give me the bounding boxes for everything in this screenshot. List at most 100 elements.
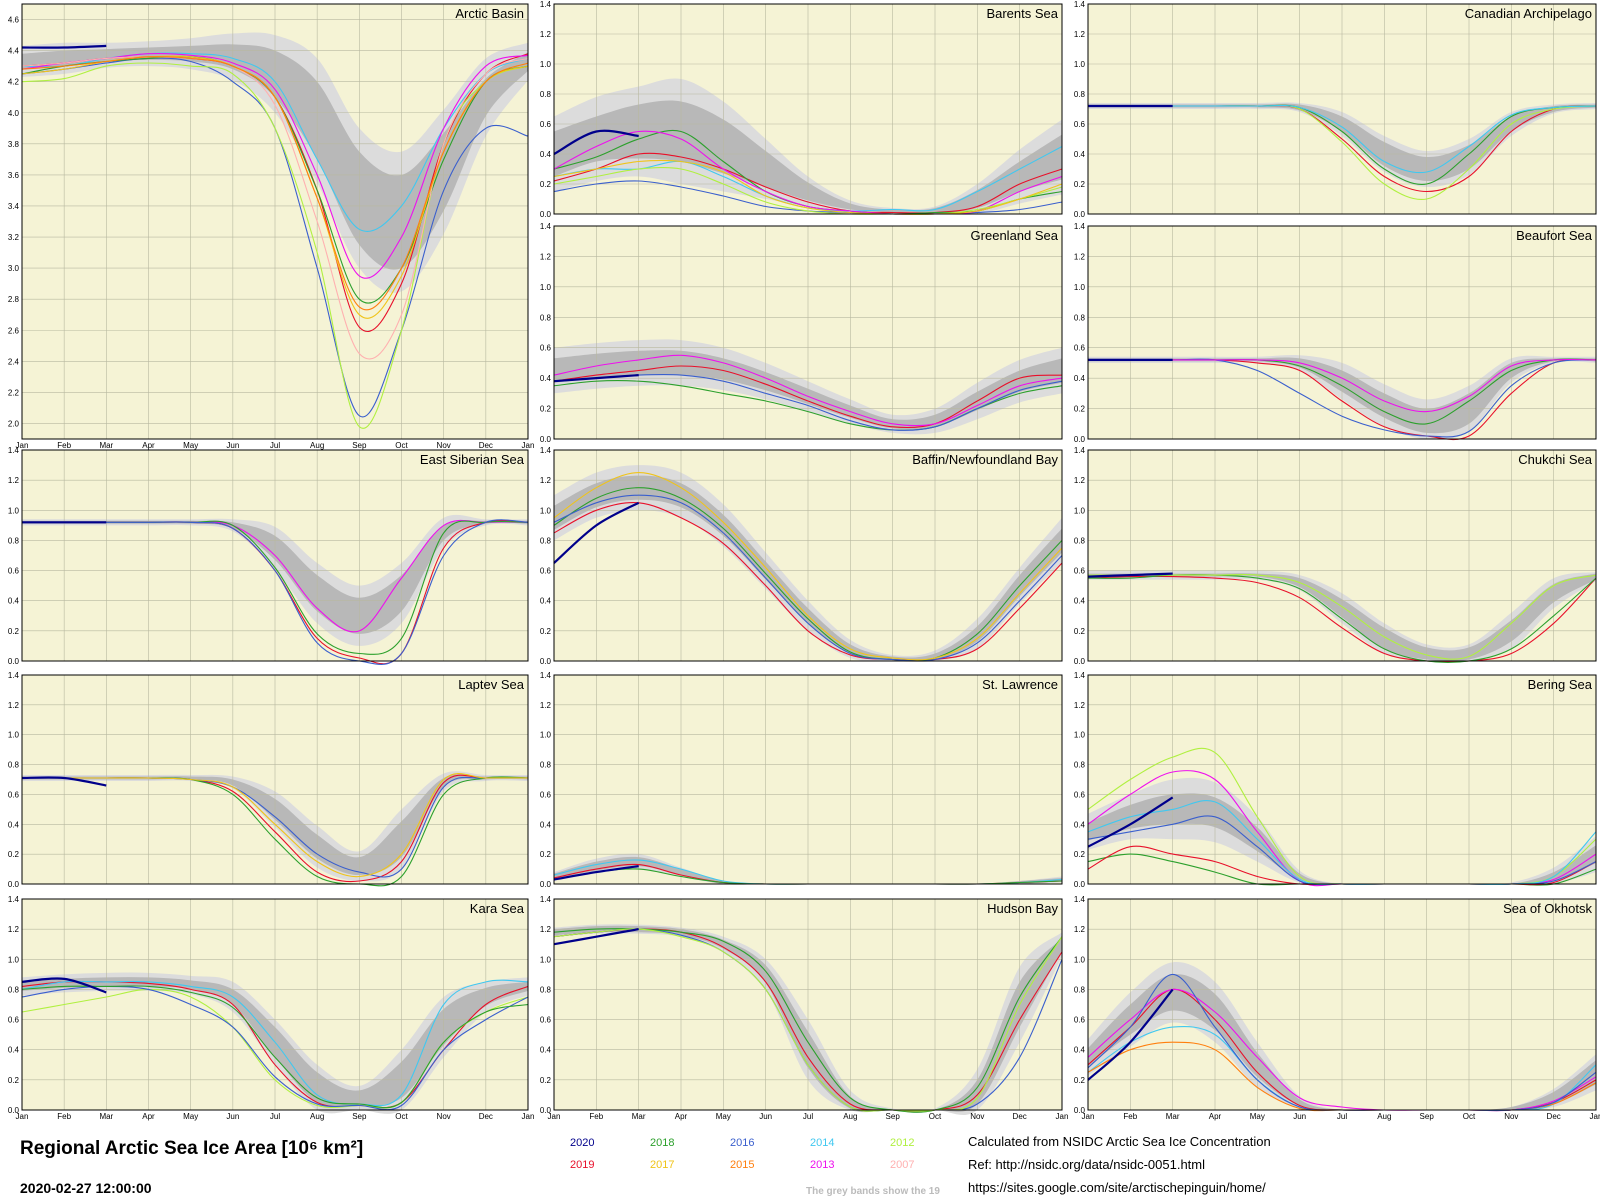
x-tick-label: Oct xyxy=(1463,1112,1476,1121)
y-tick-label: 1.0 xyxy=(540,731,552,740)
panel-title: Greenland Sea xyxy=(971,228,1059,243)
x-tick-label: Jun xyxy=(759,1112,772,1121)
y-tick-label: 0.8 xyxy=(1074,536,1086,545)
plot-frame xyxy=(553,674,1063,885)
y-tick-label: 0.2 xyxy=(1074,627,1086,636)
y-tick-label: 1.4 xyxy=(540,0,552,9)
y-tick-label: 0.2 xyxy=(540,180,552,189)
y-tick-label: 1.0 xyxy=(1074,506,1086,515)
series-line-2018 xyxy=(553,487,1063,662)
x-tick-label: Jan xyxy=(16,1112,29,1121)
series-line-2019 xyxy=(1087,575,1597,663)
panel-laptev-sea: 0.0 0.2 0.4 0.6 0.8 1.0 1.2 1.4 Laptev Sea xyxy=(8,671,529,889)
legend-item-2007: 2007 xyxy=(890,1159,915,1171)
x-tick-label: Aug xyxy=(310,1112,324,1121)
y-tick-label: 0.2 xyxy=(540,627,552,636)
y-tick-label: 0.0 xyxy=(1074,435,1086,444)
series-line-2020 xyxy=(21,44,107,49)
credit-ref-link[interactable]: Ref: http://nsidc.org/data/nsidc-0051.ht… xyxy=(968,1157,1206,1172)
x-tick-label: May xyxy=(183,441,198,450)
y-tick-label: 1.0 xyxy=(1074,955,1086,964)
series-line-2016 xyxy=(21,519,529,666)
x-tick-label: Mar xyxy=(1166,1112,1180,1121)
x-tick-label: Jun xyxy=(226,1112,239,1121)
x-tick-label: Jan xyxy=(548,1112,561,1121)
y-tick-label: 0.2 xyxy=(1074,180,1086,189)
panel-title: Bering Sea xyxy=(1528,677,1593,692)
panel-arctic-basin: 2.0 2.2 2.4 2.6 2.8 3.0 3.2 3.4 3.6 3.8 4.0 4.2 4.4 4… xyxy=(8,3,534,450)
y-tick-label: 0.8 xyxy=(540,313,552,322)
y-tick-label: 0.4 xyxy=(8,1046,20,1055)
series-line-2020 xyxy=(21,776,107,787)
series-line-2013 xyxy=(553,354,1063,427)
y-tick-label: 0.0 xyxy=(540,210,552,219)
y-tick-label: 0.0 xyxy=(540,880,552,889)
y-tick-label: 0.4 xyxy=(540,597,552,606)
y-tick-label: 0.4 xyxy=(540,820,552,829)
x-tick-label: Mar xyxy=(632,1112,646,1121)
plot-frame xyxy=(21,674,529,885)
panel-sea-of-okhotsk: 0.0 0.2 0.4 0.6 0.8 1.0 1.2 1.4 Sea of Okhotsk Ja… xyxy=(1074,895,1600,1121)
panel-title: East Siberian Sea xyxy=(420,452,525,467)
x-tick-label: May xyxy=(716,1112,731,1121)
y-tick-label: 0.0 xyxy=(8,1106,20,1115)
series-line-2020 xyxy=(553,865,639,881)
x-tick-label: Aug xyxy=(1377,1112,1391,1121)
y-tick-label: 0.4 xyxy=(540,150,552,159)
y-tick-label: 4.0 xyxy=(8,109,20,118)
x-tick-label: Feb xyxy=(1123,1112,1137,1121)
plot-frame xyxy=(553,3,1063,215)
figure-date: 2020-02-27 12:00:00 xyxy=(20,1180,152,1196)
series-line-2014 xyxy=(21,979,529,1107)
y-tick-label: 3.4 xyxy=(8,202,20,211)
credit-site-link[interactable]: https://sites.google.com/site/arctischep… xyxy=(968,1180,1266,1195)
plot-frame xyxy=(553,449,1063,662)
y-tick-label: 1.0 xyxy=(1074,731,1086,740)
panel-title: Beaufort Sea xyxy=(1516,228,1593,243)
y-tick-label: 0.0 xyxy=(8,657,20,666)
x-tick-label: Feb xyxy=(57,441,71,450)
series-line-2020 xyxy=(553,129,639,155)
panel-title: Hudson Bay xyxy=(987,901,1058,916)
y-tick-label: 1.2 xyxy=(8,701,20,710)
y-tick-label: 1.4 xyxy=(1074,222,1086,231)
panel-title: Chukchi Sea xyxy=(1518,452,1592,467)
y-tick-label: 3.6 xyxy=(8,171,20,180)
panel-kara-sea: 0.0 0.2 0.4 0.6 0.8 1.0 1.2 1.4 Kara Sea Jan Feb Ma… xyxy=(8,895,535,1121)
x-tick-label: Jul xyxy=(1337,1112,1347,1121)
panel-title: Sea of Okhotsk xyxy=(1503,901,1592,916)
x-tick-label: Dec xyxy=(479,1112,493,1121)
panel-greenland-sea: 0.0 0.2 0.4 0.6 0.8 1.0 1.2 1.4 Greenland Sea xyxy=(540,222,1063,444)
series-line-2016 xyxy=(21,57,529,418)
x-tick-label: Nov xyxy=(970,1112,984,1121)
y-tick-label: 0.8 xyxy=(8,985,20,994)
panel-title: St. Lawrence xyxy=(982,677,1058,692)
x-tick-label: Jan xyxy=(1082,1112,1095,1121)
x-tick-label: Sep xyxy=(886,1112,901,1121)
x-tick-label: Apr xyxy=(142,441,155,450)
y-tick-label: 2.0 xyxy=(8,419,20,428)
plot-frame xyxy=(1087,3,1597,215)
y-tick-label: 0.6 xyxy=(540,344,552,353)
y-tick-label: 1.0 xyxy=(540,506,552,515)
y-tick-label: 1.2 xyxy=(1074,476,1086,485)
legend-item-2018: 2018 xyxy=(650,1137,675,1149)
panel-canadian-archipelago: 0.0 0.2 0.4 0.6 0.8 1.0 1.2 1.4 Canadian Archipe… xyxy=(1074,0,1597,219)
y-tick-label: 0.4 xyxy=(8,820,20,829)
y-tick-label: 0.6 xyxy=(1074,344,1086,353)
figure-title: Regional Arctic Sea Ice Area [10⁶ km²] xyxy=(20,1138,364,1159)
y-tick-label: 0.6 xyxy=(540,567,552,576)
panel-beaufort-sea: 0.0 0.2 0.4 0.6 0.8 1.0 1.2 1.4 Beaufort Sea xyxy=(1074,222,1597,444)
series-line-2012 xyxy=(553,928,1063,1112)
y-tick-label: 1.2 xyxy=(1074,30,1086,39)
y-tick-label: 0.0 xyxy=(1074,210,1086,219)
y-tick-label: 0.6 xyxy=(8,1016,20,1025)
series-line-2019 xyxy=(553,365,1063,429)
plot-frame xyxy=(553,225,1063,440)
y-tick-label: 1.2 xyxy=(1074,701,1086,710)
y-tick-label: 1.2 xyxy=(8,925,20,934)
x-tick-label: Sep xyxy=(352,441,367,450)
x-tick-label: Aug xyxy=(310,441,324,450)
y-tick-label: 2.6 xyxy=(8,326,20,335)
